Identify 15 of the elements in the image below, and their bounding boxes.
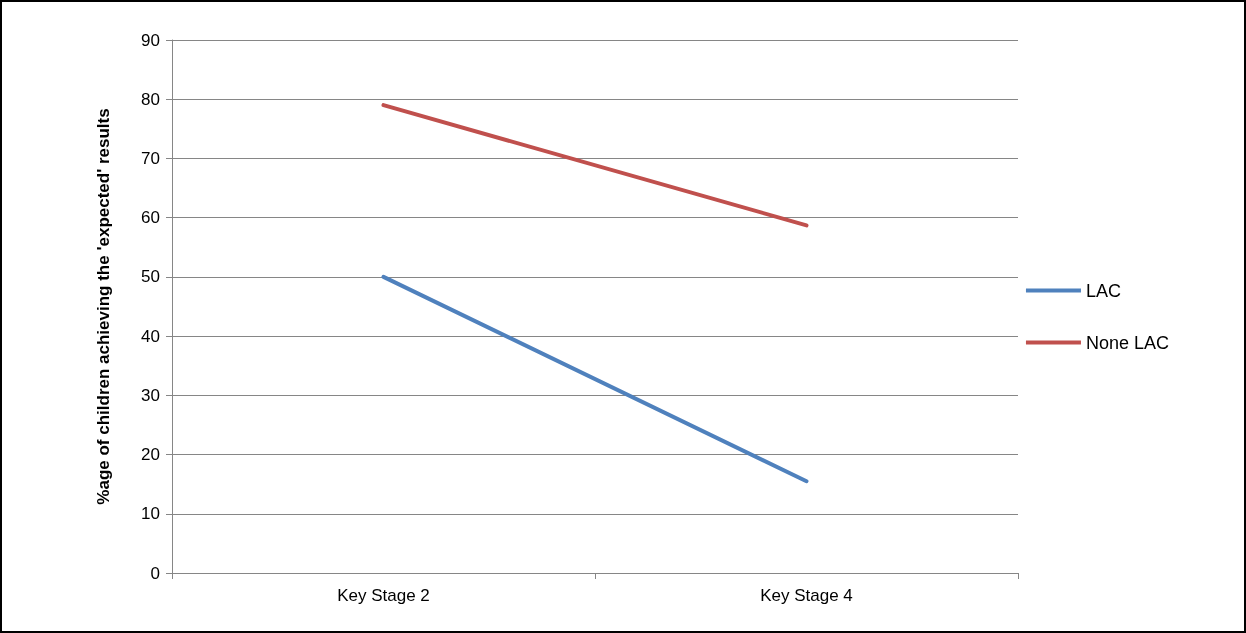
y-tick-label: 90 — [141, 30, 160, 50]
y-tick-label: 50 — [141, 267, 160, 287]
y-tick-label: 40 — [141, 326, 160, 346]
y-tick-label: 20 — [141, 445, 160, 465]
x-tick-label: Key Stage 4 — [760, 586, 853, 605]
y-tick-label: 10 — [141, 504, 160, 524]
y-tick-label: 30 — [141, 385, 160, 405]
y-axis-title: %age of children achieving the 'expected' results — [93, 108, 113, 505]
y-tick-label: 60 — [141, 208, 160, 228]
y-tick-label: 70 — [141, 148, 160, 168]
x-tick-label: Key Stage 2 — [337, 586, 430, 605]
legend-label: None LAC — [1085, 332, 1170, 353]
legend-label: LAC — [1085, 280, 1121, 301]
y-tick-label: 0 — [150, 563, 160, 583]
y-tick-label: 80 — [141, 89, 160, 109]
